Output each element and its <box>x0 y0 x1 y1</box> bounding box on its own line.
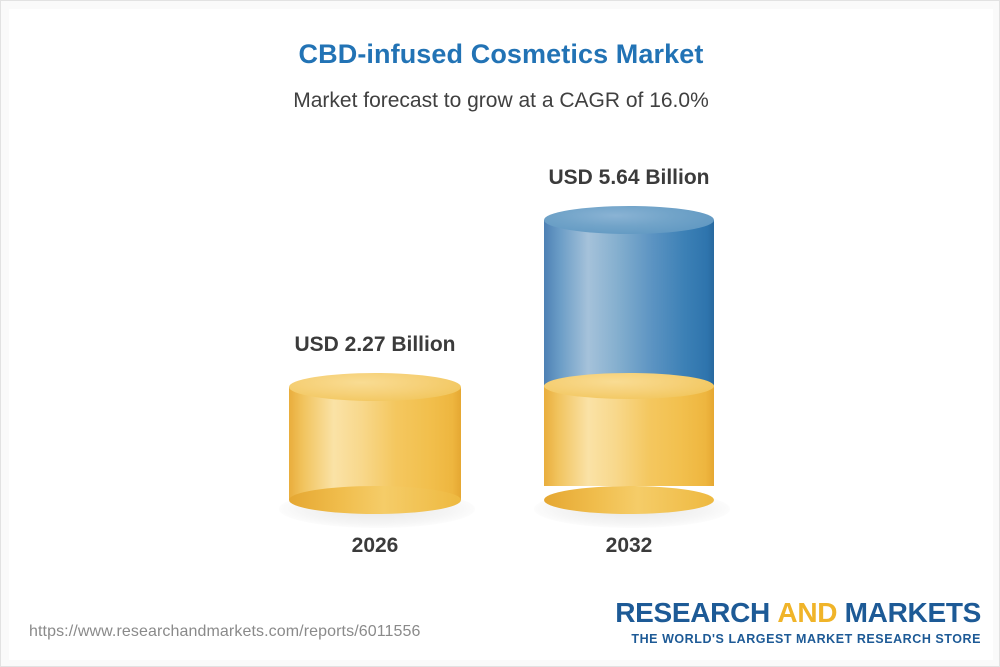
bar-2032-segment-divider-ellipse <box>544 373 714 399</box>
chart-title: CBD-infused Cosmetics Market <box>298 39 704 69</box>
brand-word-and: AND <box>777 597 838 628</box>
bar-2032-blue-body <box>544 220 714 400</box>
brand-word-research: RESEARCH <box>615 597 770 628</box>
bar-2032-year-label: 2032 <box>605 534 653 557</box>
bar-2026-bottom-ellipse <box>289 486 461 514</box>
bar-2026-top-ellipse <box>289 373 461 401</box>
brand-logo[interactable]: RESEARCH AND MARKETS THE WORLD'S LARGEST… <box>615 599 981 647</box>
bar-2026-year-label: 2026 <box>351 534 399 557</box>
chart-inner-frame <box>9 9 993 660</box>
bar-2032-value-label: USD 5.64 Billion <box>548 166 710 189</box>
bar-2032-yellow-body <box>544 386 714 486</box>
brand-wordmark: RESEARCH AND MARKETS <box>615 599 981 627</box>
source-url[interactable]: https://www.researchandmarkets.com/repor… <box>29 623 421 640</box>
bar-2032-bottom-ellipse <box>544 486 714 514</box>
bar-2026-value-label: USD 2.27 Billion <box>294 333 456 356</box>
brand-word-markets: MARKETS <box>844 597 982 628</box>
bar-2026-cylinder[interactable] <box>289 373 461 515</box>
chart-subtitle: Market forecast to grow at a CAGR of 16.… <box>293 89 709 112</box>
brand-tagline: THE WORLD'S LARGEST MARKET RESEARCH STOR… <box>631 632 981 646</box>
bar-2026-body <box>289 387 461 500</box>
bar-2032-cylinder[interactable] <box>544 206 714 515</box>
bar-2032-top-ellipse <box>544 206 714 234</box>
